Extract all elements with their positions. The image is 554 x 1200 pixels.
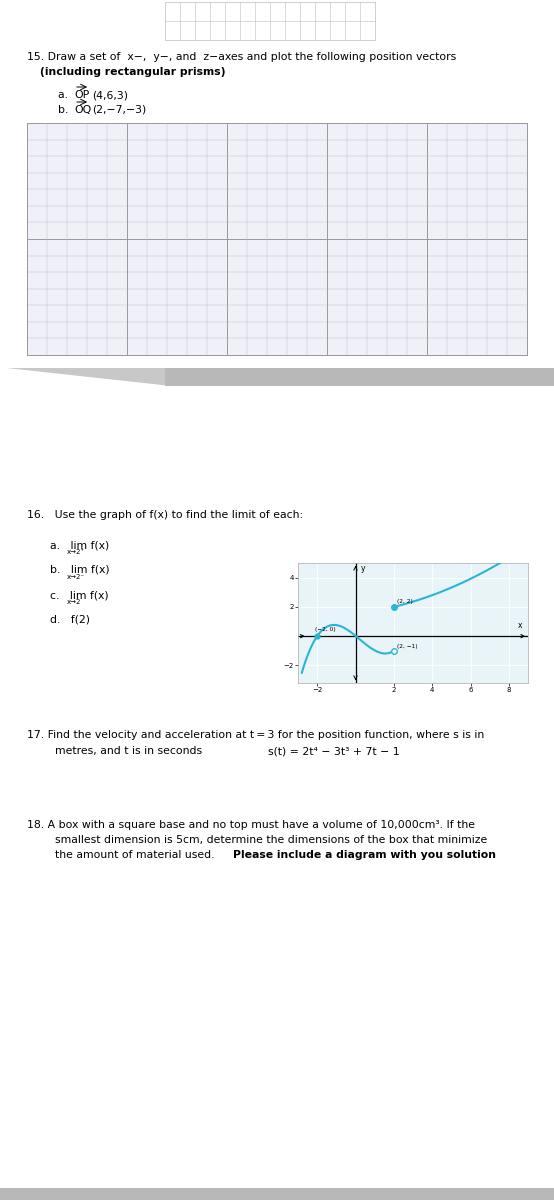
Text: a.: a. [58,90,75,100]
Bar [0,368,554,386]
Text: metres, and t is in seconds: metres, and t is in seconds [55,746,202,756]
Text: 17. Find the velocity and acceleration at t = 3 for the position function, where: 17. Find the velocity and acceleration a… [27,730,484,740]
Text: x→2⁻: x→2⁻ [67,574,85,580]
Text: x: x [518,622,522,630]
Text: 15. Draw a set of  x−,  y−, and  z−axes and plot the following position vectors: 15. Draw a set of x−, y−, and z−axes and… [27,52,456,62]
Text: (−2, 0): (−2, 0) [315,628,336,632]
Text: OP: OP [74,90,89,100]
Text: (2,−7,−3): (2,−7,−3) [92,104,146,115]
Text: x→2: x→2 [67,599,81,605]
Bar [0,1188,554,1200]
Text: d.   f(2): d. f(2) [50,614,90,625]
Text: smallest dimension is 5cm, determine the dimensions of the box that minimize: smallest dimension is 5cm, determine the… [55,835,488,845]
Text: b.: b. [58,104,75,115]
Text: (4,6,3): (4,6,3) [92,90,128,100]
Polygon shape [0,368,165,386]
Text: the amount of material used.: the amount of material used. [55,850,222,860]
Text: (2, 2): (2, 2) [397,599,413,605]
Text: x→2⁺: x→2⁺ [67,550,85,554]
Text: (including rectangular prisms): (including rectangular prisms) [40,67,225,77]
Text: b.   lim f(x): b. lim f(x) [50,565,110,575]
Text: y: y [360,564,365,574]
Text: Please include a diagram with you solution: Please include a diagram with you soluti… [233,850,496,860]
Text: a.   lim f(x): a. lim f(x) [50,540,109,550]
Text: (2, −1): (2, −1) [397,644,417,649]
Bar [165,2,375,40]
Text: 18. A box with a square base and no top must have a volume of 10,000cm³. If the: 18. A box with a square base and no top … [27,820,475,830]
Bar [27,122,527,355]
Bar [165,368,554,386]
Text: 16.   Use the graph of f(x) to find the limit of each:: 16. Use the graph of f(x) to find the li… [27,510,303,520]
Text: c.   lim f(x): c. lim f(x) [50,590,109,600]
Text: OQ: OQ [74,104,91,115]
Text: s(t) = 2t⁴ − 3t³ + 7t − 1: s(t) = 2t⁴ − 3t³ + 7t − 1 [268,746,399,756]
